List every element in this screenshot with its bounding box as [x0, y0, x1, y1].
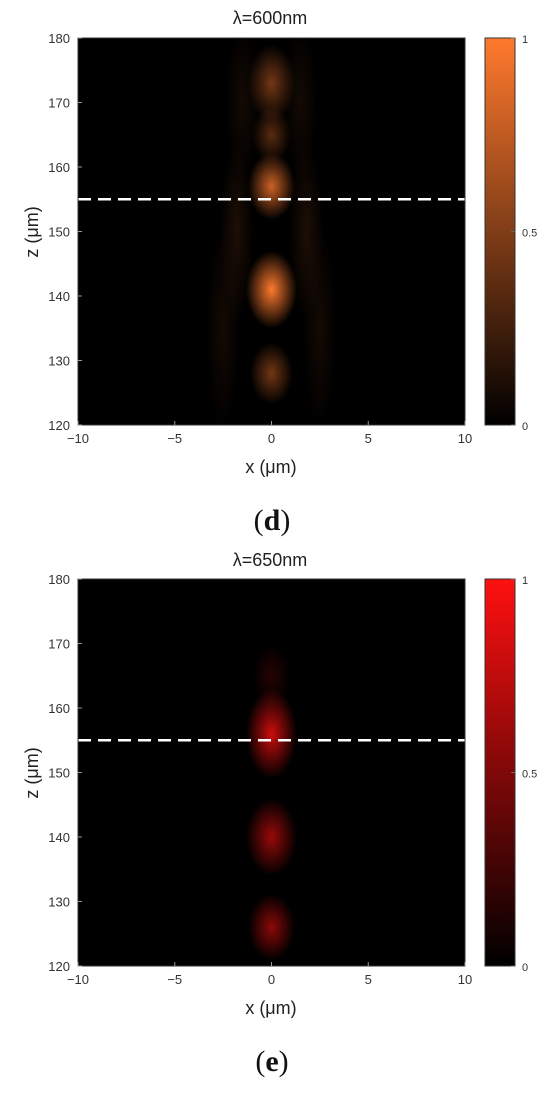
x-tick-label: −5 — [167, 431, 182, 446]
colorbar-ticks: 00.51 — [511, 575, 537, 974]
panel-e: λ=650nm −10 −5 0 5 10 120130140150160170180 … — [22, 550, 537, 1078]
intensity-peak-1 — [245, 798, 298, 876]
intensity-peak-4 — [252, 106, 291, 164]
heatmap-plot-area — [77, 25, 466, 432]
x-tick-label: −10 — [67, 972, 89, 987]
y-tick-label: 120 — [48, 418, 70, 433]
x-tick-label: 5 — [365, 431, 372, 446]
intensity-peak-3 — [252, 643, 291, 708]
x-tick-label: 0 — [268, 431, 275, 446]
x-tick-label: −5 — [167, 972, 182, 987]
x-tick-label: 10 — [458, 431, 472, 446]
colorbar-gradient — [484, 578, 516, 967]
y-axis-ticks: 120 130 140 150 160 170 180 — [48, 572, 82, 974]
x-axis-ticks: −10 −5 0 5 10 — [67, 962, 472, 987]
colorbar: 00.51 — [484, 575, 537, 974]
panel-d: λ=600nm −10 −5 0 5 10 120130140150160170180 … — [22, 8, 537, 537]
x-axis-ticks: −10 −5 0 5 10 — [67, 421, 472, 446]
colorbar-ticks: 00.51 — [511, 34, 537, 433]
panel-label: (e) — [255, 1045, 288, 1078]
y-tick-label: 180 — [48, 572, 70, 587]
x-tick-label: −10 — [67, 431, 89, 446]
colorbar-tick-label: 0.5 — [522, 769, 537, 781]
x-tick-label: 10 — [458, 972, 472, 987]
x-axis-label: x (μm) — [245, 457, 296, 477]
colorbar-tick-label: 0 — [522, 962, 528, 974]
y-tick-label: 150 — [48, 225, 70, 240]
intensity-peaks — [206, 25, 337, 432]
y-tick-label: 120 — [48, 959, 70, 974]
y-tick-label: 160 — [48, 160, 70, 175]
y-axis-label: z (μm) — [22, 206, 42, 257]
y-tick-label: 140 — [48, 830, 70, 845]
intensity-peak-9 — [225, 25, 260, 180]
y-axis-label: z (μm) — [22, 747, 42, 798]
colorbar-tick-label: 0 — [522, 421, 528, 433]
x-axis-label: x (μm) — [245, 998, 296, 1018]
intensity-peak-10 — [283, 25, 318, 180]
x-tick-label: 5 — [365, 972, 372, 987]
panel-label: (d) — [254, 504, 291, 537]
heatmap-plot-area — [77, 578, 466, 967]
y-axis-ticks: 120 130 140 150 160 170 180 — [48, 31, 82, 433]
intensity-peak-1 — [248, 152, 295, 220]
y-tick-label: 130 — [48, 354, 70, 369]
intensity-peak-2 — [248, 893, 295, 961]
intensity-peak-0 — [248, 44, 295, 122]
y-tick-label: 180 — [48, 31, 70, 46]
intensity-peaks — [245, 643, 298, 961]
y-tick-label: 170 — [48, 96, 70, 111]
colorbar-tick-label: 1 — [522, 575, 528, 587]
colorbar-gradient — [484, 37, 516, 426]
chart-title: λ=600nm — [233, 8, 308, 28]
colorbar: 00.51 — [484, 34, 537, 433]
y-tick-label: 170 — [48, 637, 70, 652]
x-tick-label: 0 — [268, 972, 275, 987]
intensity-peak-8 — [302, 225, 337, 432]
colorbar-tick-label: 1 — [522, 34, 528, 46]
intensity-peak-2 — [245, 250, 298, 329]
y-tick-label: 150 — [48, 766, 70, 781]
y-tick-label: 140 — [48, 289, 70, 304]
chart-title: λ=650nm — [233, 550, 308, 570]
y-tick-label: 130 — [48, 895, 70, 910]
intensity-peak-3 — [250, 342, 293, 405]
intensity-peak-7 — [206, 225, 241, 432]
colorbar-tick-label: 0.5 — [522, 228, 537, 240]
intensity-peak-0 — [245, 688, 298, 779]
y-tick-label: 160 — [48, 701, 70, 716]
